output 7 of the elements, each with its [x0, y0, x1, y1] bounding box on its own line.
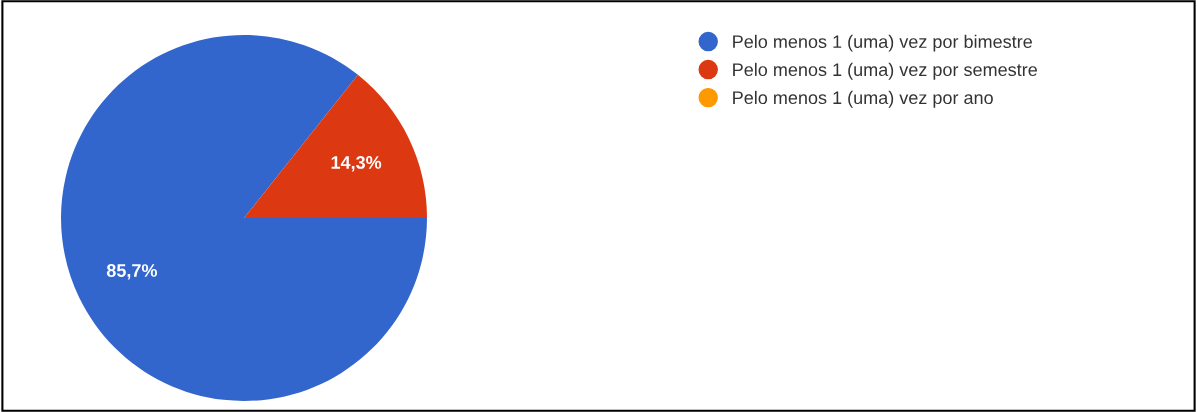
data-label: 85,7%	[106, 264, 158, 280]
legend-label: Pelo menos 1 (uma) vez por ano	[733, 90, 993, 108]
data-label: 14,3%	[331, 156, 382, 172]
legend-label: Pelo menos 1 (uma) vez por semestre	[733, 62, 1037, 80]
legend-label: Pelo menos 1 (uma) vez por bimestre	[733, 34, 1032, 52]
pie-slice	[61, 35, 427, 401]
pie-slice	[244, 74, 427, 218]
